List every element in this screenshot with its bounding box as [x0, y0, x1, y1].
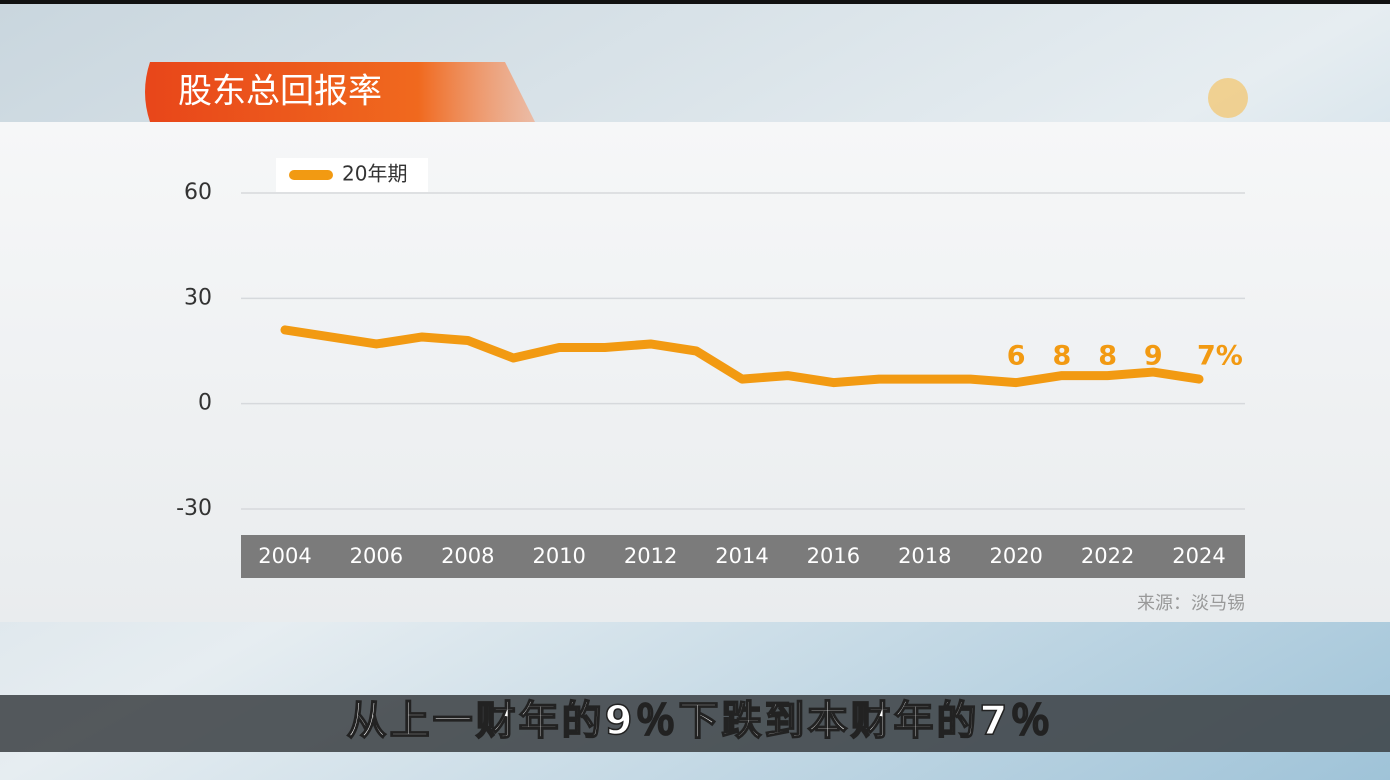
- x-tick-label: 2014: [715, 544, 768, 568]
- x-tick-label: 2004: [258, 544, 311, 568]
- x-tick-label: 2006: [350, 544, 403, 568]
- data-line: [280, 325, 1204, 388]
- legend-label: 20年期: [342, 162, 407, 186]
- x-tick-label: 2010: [532, 544, 585, 568]
- x-tick-label: 2008: [441, 544, 494, 568]
- data-label: 7%: [1197, 341, 1243, 372]
- data-label: 6: [1007, 341, 1026, 372]
- chart-title: 股东总回报率: [178, 72, 382, 112]
- x-tick-label: 2018: [898, 544, 951, 568]
- x-tick-label: 2020: [989, 544, 1042, 568]
- channel-logo: [1208, 78, 1248, 118]
- data-label: 8: [1053, 341, 1072, 372]
- caption-bar: [0, 695, 1390, 752]
- x-tick-label: 2012: [624, 544, 677, 568]
- data-label: 8: [1098, 341, 1117, 372]
- y-tick-label: 0: [198, 391, 212, 416]
- top-edge: [0, 0, 1390, 4]
- x-tick-label: 2022: [1081, 544, 1134, 568]
- x-tick-label: 2016: [807, 544, 860, 568]
- y-tick-label: -30: [176, 496, 212, 521]
- caption: 从上一财年的9％下跌到本财年的7％: [347, 698, 1054, 744]
- x-tick-label: 2024: [1172, 544, 1225, 568]
- source-note: 来源：淡马锡: [1137, 593, 1245, 614]
- x-axis-band: [241, 535, 1245, 578]
- data-label: 9: [1144, 341, 1163, 372]
- y-tick-label: 60: [184, 180, 212, 205]
- title-ribbon: [145, 62, 535, 122]
- y-tick-label: 30: [184, 285, 212, 310]
